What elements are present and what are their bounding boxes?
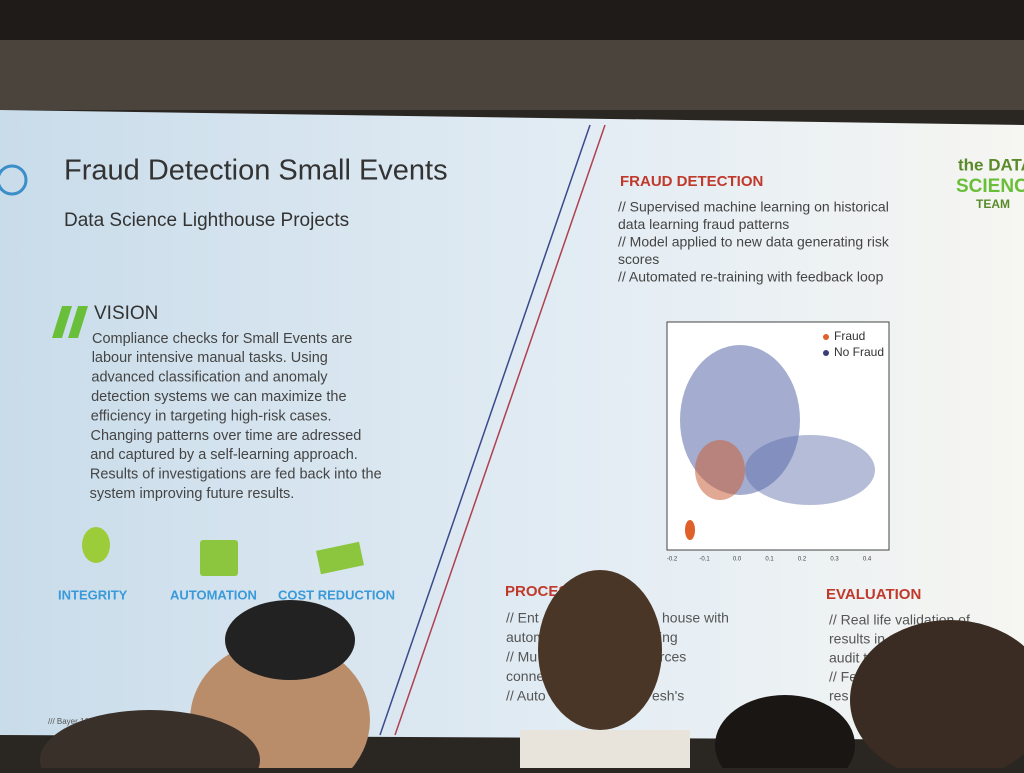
icon-label: COST REDUCTION [278, 587, 395, 602]
fraud-heading: FRAUD DETECTION [620, 173, 763, 190]
vision-line: detection systems we can maximize the [91, 389, 346, 405]
vision-line: efficiency in targeting high-risk cases. [91, 408, 332, 424]
evaluation-line: res [829, 688, 848, 704]
legend-swatch [823, 334, 829, 340]
legend-label: No Fraud [834, 345, 884, 359]
fraud-line: // Automated re-training with feedback l… [618, 269, 884, 285]
process-line: // Auto [506, 688, 546, 704]
scatter-cloud [680, 345, 875, 540]
audience [40, 570, 1024, 773]
x-tick-label: -0.2 [667, 557, 678, 563]
ceiling-dark [0, 0, 1024, 40]
process-line: conne [506, 668, 544, 684]
vision-line: and captured by a self-learning approach… [90, 447, 358, 463]
subtitle: Data Science Lighthouse Projects [64, 210, 349, 231]
title: Fraud Detection Small Events [64, 155, 448, 187]
x-tick-label: 0.1 [765, 557, 774, 563]
process-heading: PROCES [505, 583, 568, 600]
vision-line: system improving future results. [90, 486, 295, 502]
icon-label: INTEGRITY [58, 587, 128, 602]
process-line: house with [662, 610, 729, 626]
process-line: esh's [652, 688, 684, 704]
bulb-icon [82, 527, 110, 563]
fraud-line: // Model applied to new data generating … [618, 234, 890, 250]
vision-line: Compliance checks for Small Events are [92, 331, 352, 347]
divider [394, 124, 606, 736]
money-icon [315, 541, 365, 575]
logo-text: the DATA [958, 155, 1024, 174]
x-tick-label: 0.4 [863, 557, 872, 563]
x-tick-label: -0.1 [699, 557, 710, 563]
vision-line: advanced classification and anomaly [91, 370, 328, 386]
process-line: // Ent [506, 610, 539, 626]
vision-heading: VISION [94, 303, 158, 324]
x-tick-label: 0.2 [798, 557, 807, 563]
evaluation-line: // Fe [829, 669, 857, 685]
vision-line: labour intensive manual tasks. Using [92, 350, 328, 366]
fraud-line: // Supervised machine learning on histor… [618, 199, 889, 215]
x-tick-label: 0.3 [830, 557, 839, 563]
icon-label: AUTOMATION [170, 587, 257, 602]
vision-line: Changing patterns over time are adressed [91, 428, 362, 444]
process-line: autom [506, 629, 545, 645]
logo-text: SCIENCE [956, 176, 1024, 197]
fraud-line: data learning fraud patterns [618, 216, 789, 232]
bayer-logo [0, 164, 28, 196]
vision-line: Results of investigations are fed back i… [90, 467, 382, 483]
server-icon [200, 540, 238, 576]
accent [68, 306, 88, 338]
accent [52, 306, 72, 338]
legend-label: Fraud [834, 329, 865, 343]
process-line: // Mu [506, 649, 537, 665]
legend-swatch [823, 350, 829, 356]
slide [0, 110, 1024, 740]
fraud-line: scores [618, 251, 659, 267]
footer: /// Bayer 16.8.2 [48, 717, 103, 726]
divider [379, 124, 591, 736]
x-tick-label: 0.0 [733, 557, 742, 563]
evaluation-heading: EVALUATION [826, 586, 921, 603]
logo-text: TEAM [976, 197, 1010, 211]
evaluation-line: results in c [829, 631, 896, 647]
